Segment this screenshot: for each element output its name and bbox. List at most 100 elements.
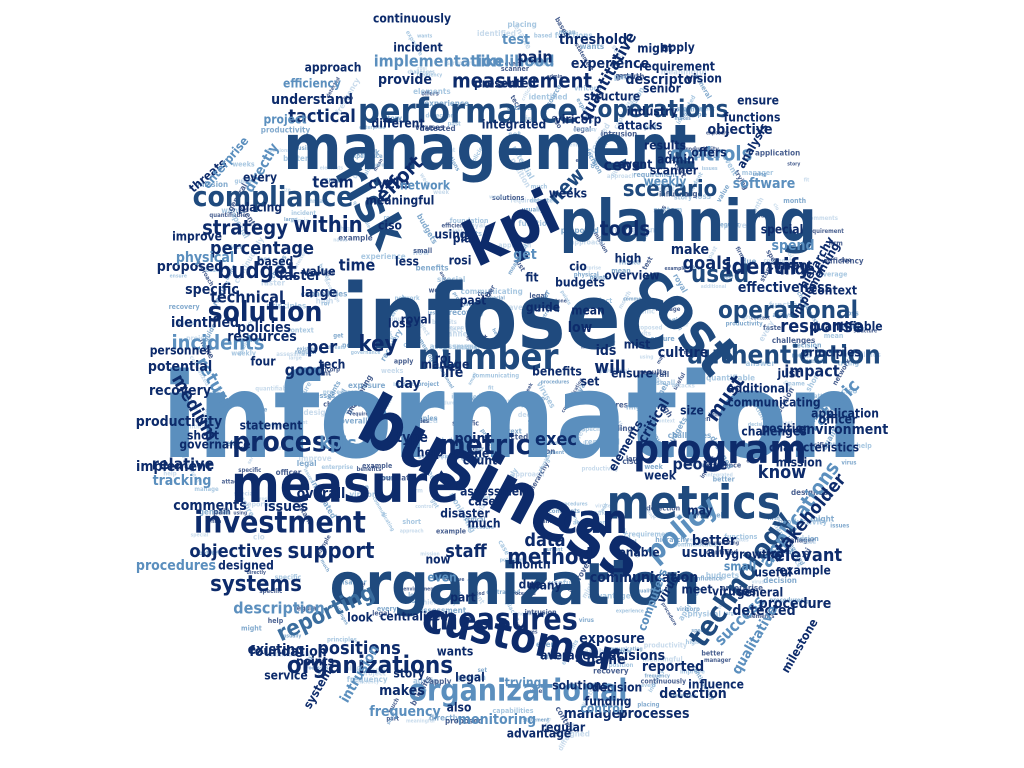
cloud-filler-word: meaningful xyxy=(406,719,435,725)
cloud-filler-word: computers xyxy=(670,694,697,700)
cloud-filler-word: past xyxy=(616,72,630,79)
cloud-filler-word: experience xyxy=(702,461,741,469)
cloud-filler-word: exposure xyxy=(706,131,729,137)
cloud-filler-word: communicating xyxy=(700,540,739,546)
cloud-filler-word: quantifiable xyxy=(209,212,246,219)
cloud-filler-word: roi xyxy=(501,310,510,319)
cloud-word-rosi: rosi xyxy=(449,254,472,268)
cloud-filler-word: procedures xyxy=(559,502,588,508)
cloud-filler-word: special xyxy=(191,532,209,538)
cloud-filler-word: detection xyxy=(596,367,625,374)
cloud-filler-word: rosi xyxy=(664,317,677,325)
cloud-word-process: process xyxy=(232,425,342,458)
cloud-word-solutions: solutions xyxy=(552,679,608,693)
cloud-word-authentication: authentication xyxy=(687,341,881,371)
cloud-filler-word: governance xyxy=(418,454,448,460)
cloud-filler-word: fit xyxy=(381,510,389,518)
cloud-filler-word: usually xyxy=(283,633,301,639)
cloud-word-staff: staff xyxy=(445,541,487,562)
cloud-filler-word: funding xyxy=(601,424,632,433)
cloud-word-usually: usually xyxy=(682,545,733,561)
cloud-filler-word: mean xyxy=(352,484,369,491)
cloud-filler-word: decision xyxy=(518,411,547,419)
cloud-filler-word: context xyxy=(656,418,676,424)
cloud-filler-word: weekly xyxy=(231,350,256,358)
cloud-word-count: count xyxy=(463,454,497,468)
cloud-filler-word: ciso xyxy=(622,457,638,466)
cloud-filler-word: even xyxy=(211,549,223,555)
cloud-filler-word: comments xyxy=(806,215,837,222)
cloud-filler-word: requirement xyxy=(806,228,844,235)
cloud-word-policies: policies xyxy=(237,320,291,336)
cloud-filler-word: productivity xyxy=(261,125,311,134)
cloud-filler-word: case xyxy=(664,319,682,328)
cloud-filler-word: hierarchy xyxy=(655,536,689,544)
cloud-filler-word: comments xyxy=(623,297,650,303)
cloud-word-quantifiable: quantifiable xyxy=(809,320,882,334)
cloud-word-within: within xyxy=(293,213,363,238)
cloud-filler-word: structure xyxy=(608,649,632,655)
cloud-word-one: one xyxy=(467,447,489,461)
cloud-filler-word: small xyxy=(325,177,344,185)
cloud-filler-word: challenges xyxy=(759,548,787,554)
cloud-filler-word: placing xyxy=(685,461,707,468)
cloud-filler-word: example xyxy=(338,234,372,243)
cloud-filler-word: environment xyxy=(607,226,659,235)
cloud-filler-word: large xyxy=(817,348,833,355)
cloud-word-exposure: exposure xyxy=(579,631,645,647)
cloud-filler-word: faster xyxy=(671,321,689,328)
cloud-filler-word: procedures xyxy=(541,380,570,386)
cloud-filler-word: integrated xyxy=(706,472,733,478)
cloud-word-foundation: foundation xyxy=(249,644,327,660)
cloud-filler-word: admin xyxy=(531,60,547,66)
cloud-word-people: people xyxy=(673,455,728,474)
cloud-filler-word: useful xyxy=(814,409,839,418)
cloud-filler-word: directly xyxy=(461,455,485,462)
cloud-filler-word: large xyxy=(724,611,737,617)
cloud-word-benefits: benefits xyxy=(532,365,582,379)
cloud-filler-word: short xyxy=(708,411,722,417)
cloud-filler-word: useful xyxy=(549,578,574,587)
cloud-filler-word: even xyxy=(225,242,245,251)
cloud-filler-word: approach xyxy=(498,242,531,250)
cloud-filler-word: implementing xyxy=(773,599,808,605)
cloud-filler-word: project xyxy=(418,381,440,388)
cloud-filler-word: cio xyxy=(253,533,265,542)
cloud-filler-word: scanner xyxy=(802,358,826,365)
cloud-filler-word: small xyxy=(656,379,675,387)
cloud-filler-word: week xyxy=(530,688,546,695)
cloud-word-ensure: ensure xyxy=(611,367,653,381)
cloud-filler-word: specific xyxy=(582,426,605,433)
cloud-filler-word: frequency xyxy=(417,73,443,79)
cloud-filler-word: apply xyxy=(429,677,452,686)
cloud-filler-word: look xyxy=(254,442,270,450)
cloud-word-comments: comments xyxy=(173,498,246,514)
cloud-filler-word: viricorp xyxy=(317,366,340,373)
cloud-filler-word: useful xyxy=(695,151,720,160)
cloud-filler-word: pain xyxy=(536,517,551,525)
cloud-filler-word: loss xyxy=(405,597,419,605)
cloud-filler-word: network xyxy=(346,148,380,157)
cloud-filler-word: large xyxy=(289,355,302,361)
cloud-word-infosec: infosec xyxy=(341,265,668,370)
cloud-filler-word: incident xyxy=(557,143,578,149)
cloud-filler-word: virus xyxy=(569,512,581,526)
cloud-filler-word: potential xyxy=(500,557,523,563)
cloud-filler-word: issues xyxy=(702,166,718,172)
cloud-filler-word: principles xyxy=(266,301,306,310)
cloud-word-every: every xyxy=(243,171,277,185)
cloud-filler-word: requirement xyxy=(511,198,549,205)
cloud-filler-word: elements xyxy=(320,166,344,172)
cloud-filler-word: productivity xyxy=(726,320,764,327)
cloud-filler-word: enterprise xyxy=(321,464,353,471)
cloud-word-productivity: productivity xyxy=(136,414,222,430)
cloud-filler-word: less xyxy=(257,256,271,264)
cloud-filler-word: virus xyxy=(440,453,460,462)
cloud-filler-word: large xyxy=(682,190,703,199)
cloud-filler-word: continuously xyxy=(266,650,312,658)
cloud-word-technical: technical xyxy=(210,288,284,307)
cloud-word-functions: functions xyxy=(724,111,781,125)
cloud-filler-word: set xyxy=(478,667,488,674)
cloud-filler-word: governance xyxy=(351,350,381,356)
cloud-filler-word: specific xyxy=(275,574,302,582)
